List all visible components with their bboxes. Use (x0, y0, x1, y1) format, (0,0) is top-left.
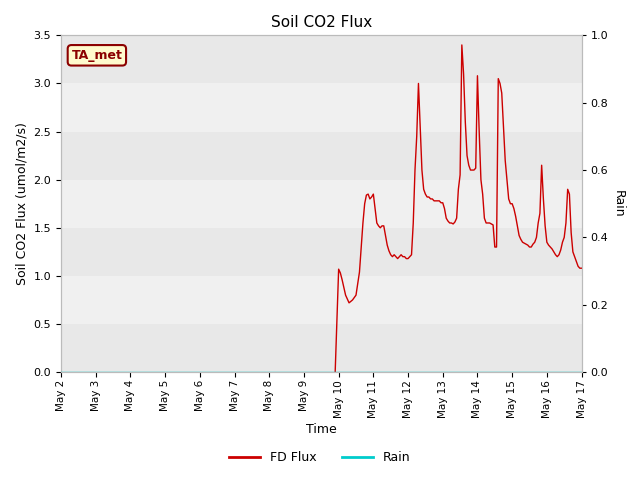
Y-axis label: Soil CO2 Flux (umol/m2/s): Soil CO2 Flux (umol/m2/s) (15, 122, 28, 285)
X-axis label: Time: Time (306, 423, 337, 436)
Bar (61, 180, 582, 228)
Bar (61, 276, 582, 324)
Text: TA_met: TA_met (72, 49, 122, 62)
Y-axis label: Rain: Rain (612, 190, 625, 217)
Bar (61, 84, 582, 132)
Title: Soil CO2 Flux: Soil CO2 Flux (271, 15, 372, 30)
Legend: FD Flux, Rain: FD Flux, Rain (224, 446, 416, 469)
